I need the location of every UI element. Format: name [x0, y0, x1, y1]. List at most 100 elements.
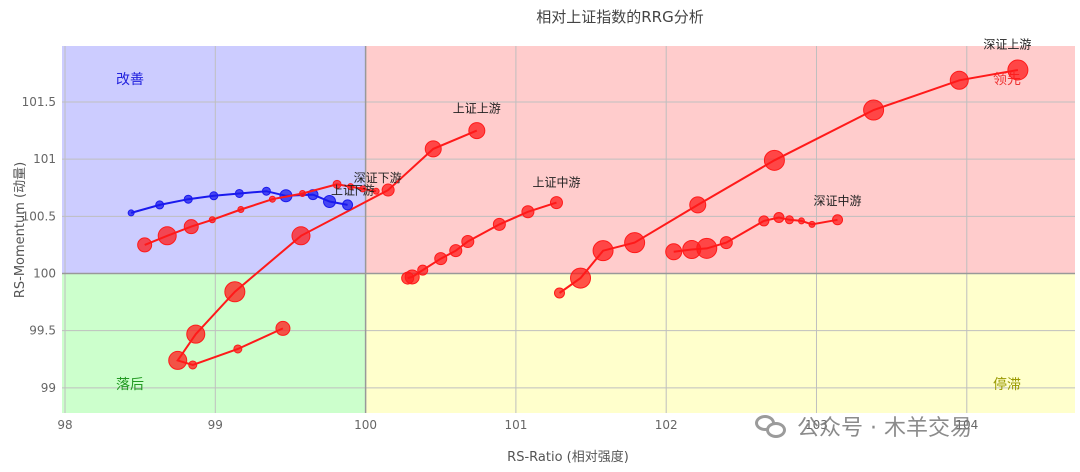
data-point — [183, 219, 199, 235]
data-point — [332, 179, 342, 189]
series-group — [127, 186, 354, 217]
data-point — [381, 183, 395, 197]
x-tick-label: 103 — [805, 418, 828, 432]
data-point — [261, 186, 271, 196]
quadrant-label: 改善 — [116, 72, 144, 88]
series-label: 上证上游 — [453, 101, 501, 115]
data-point — [234, 188, 244, 198]
quadrant-top-left — [62, 46, 366, 274]
x-tick-label: 104 — [955, 418, 978, 432]
series-group — [168, 122, 486, 370]
x-tick-label: 98 — [57, 418, 72, 432]
data-point — [208, 216, 216, 224]
data-point — [237, 205, 245, 213]
x-tick-label: 100 — [354, 418, 377, 432]
y-axis-title: RS-Momentum (动量) — [13, 162, 28, 298]
center-lines — [62, 46, 1075, 413]
data-point — [359, 185, 367, 193]
x-tick-label: 102 — [655, 418, 678, 432]
data-point — [347, 183, 355, 191]
data-point — [224, 281, 246, 303]
data-point — [434, 252, 448, 266]
data-point — [449, 244, 463, 258]
data-point — [863, 99, 885, 121]
watermark-text: 公众号 · 木羊交易 — [797, 416, 972, 441]
data-point — [696, 237, 718, 259]
series-group — [401, 196, 563, 285]
data-point — [127, 209, 135, 217]
data-point — [417, 264, 429, 276]
series-group — [553, 59, 1029, 299]
data-point — [186, 324, 206, 344]
data-point — [372, 187, 380, 195]
axis-ticks: 98 99 100 101 102 103 104 99 99.5 100 100.5 101 101.… — [22, 95, 979, 432]
watermark: 公众号 · 木羊交易 — [755, 410, 972, 442]
data-point — [155, 200, 165, 210]
data-point — [797, 217, 805, 225]
data-point — [689, 196, 707, 214]
data-point — [773, 211, 785, 223]
series-label: 深证中游 — [814, 193, 862, 208]
data-point — [549, 196, 563, 210]
data-point — [832, 214, 844, 226]
quadrant-label: 停滞 — [993, 376, 1021, 393]
y-tick-label: 99 — [41, 381, 56, 395]
data-point — [553, 287, 565, 299]
data-series — [127, 59, 1029, 370]
data-point — [298, 189, 306, 197]
series-line — [130, 190, 348, 214]
data-point — [570, 267, 592, 289]
y-tick-label: 101 — [33, 152, 56, 166]
quadrant-bottom-right — [365, 273, 1076, 413]
data-point — [323, 194, 337, 208]
data-point — [763, 149, 785, 171]
data-point — [592, 240, 614, 262]
quadrant-label: 落后 — [116, 377, 144, 393]
data-point — [1007, 59, 1029, 81]
x-tick-label: 101 — [504, 418, 527, 432]
y-tick-label: 99.5 — [29, 324, 56, 338]
series-group — [665, 211, 844, 261]
data-point — [758, 215, 770, 227]
wechat-icon — [755, 413, 789, 439]
data-point — [521, 205, 535, 219]
series-label: 深证下游 — [354, 171, 402, 185]
chart-title: 相对上证指数的RRG分析 — [536, 8, 703, 26]
series-label: 下游 — [351, 184, 375, 198]
data-point — [424, 140, 442, 158]
y-tick-label: 100.5 — [22, 209, 56, 223]
data-point — [665, 243, 683, 261]
data-point — [468, 122, 486, 140]
series-group — [137, 179, 380, 253]
data-point — [784, 215, 794, 225]
data-point — [137, 237, 153, 253]
data-point — [168, 350, 188, 370]
data-point — [209, 191, 219, 201]
series-label: 上证 — [331, 184, 355, 198]
series-label: 上证中游 — [532, 175, 580, 190]
quadrant-bottom-left — [62, 273, 366, 413]
data-point — [157, 226, 177, 246]
x-axis-title: RS-Ratio (相对强度) — [507, 449, 629, 465]
data-point — [808, 220, 816, 228]
data-point — [275, 320, 291, 336]
data-point — [719, 236, 733, 250]
data-point — [188, 360, 198, 370]
data-point — [492, 217, 506, 231]
data-point — [268, 195, 276, 203]
data-point — [461, 235, 475, 249]
y-tick-label: 101.5 — [22, 95, 56, 109]
data-point — [183, 194, 193, 204]
data-point — [949, 70, 969, 90]
data-point — [291, 226, 311, 246]
x-tick-label: 99 — [208, 418, 223, 432]
data-point — [624, 232, 646, 254]
series-line — [176, 129, 478, 367]
y-tick-label: 100 — [33, 267, 56, 281]
series-label: 深证上游 — [983, 37, 1031, 51]
data-point — [233, 344, 243, 354]
data-point — [342, 199, 354, 211]
data-point — [404, 269, 420, 285]
